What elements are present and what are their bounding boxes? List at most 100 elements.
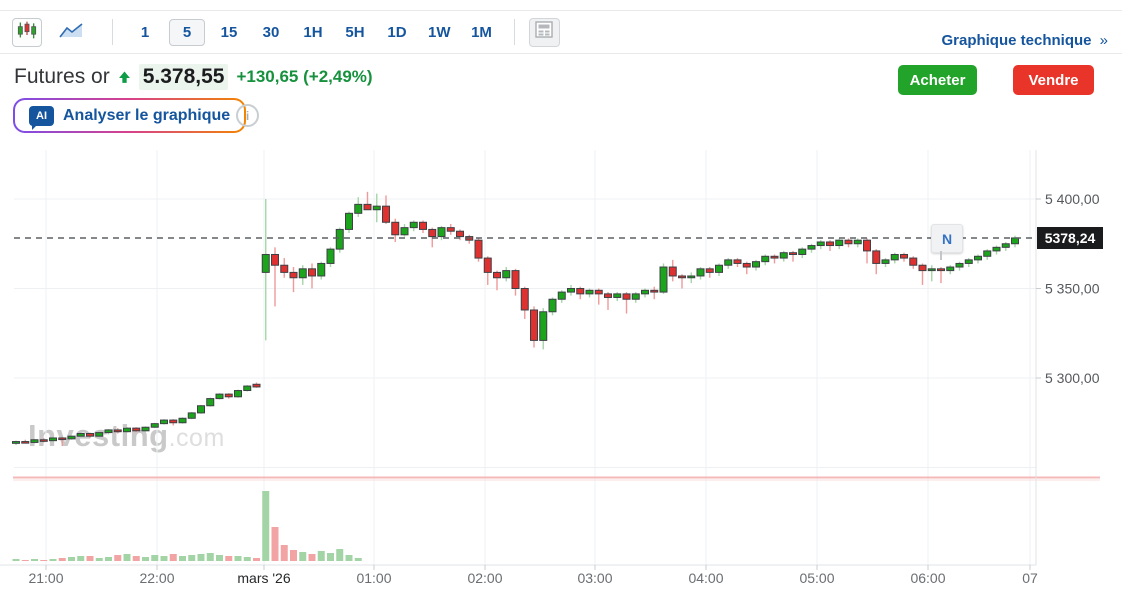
candle-body (557, 291, 566, 300)
volume-bar (77, 556, 85, 561)
info-icon[interactable]: i (236, 104, 259, 127)
candle-body (289, 271, 298, 279)
candle-body (789, 252, 797, 255)
candle-body (530, 309, 538, 341)
ai-analyze-button[interactable]: AI Analyser le graphique (13, 98, 246, 133)
buy-button[interactable]: Acheter (898, 65, 977, 95)
x-axis-label: 03:00 (577, 570, 612, 586)
candle-body (807, 245, 816, 250)
volume-bar (336, 549, 344, 561)
candle-body (21, 441, 30, 444)
candle-body (224, 393, 233, 398)
candle-body (12, 441, 20, 444)
line-chart-button[interactable] (56, 19, 86, 46)
volume-bar (299, 552, 307, 561)
candle-body (317, 262, 326, 277)
candle-body (446, 227, 455, 232)
volume-bar (354, 558, 362, 561)
volume-bar (86, 556, 94, 561)
candle-body (76, 432, 85, 437)
volume-bar (58, 558, 66, 561)
price-change: +130,65 (+2,49%) (236, 67, 373, 86)
candle-body (641, 289, 649, 295)
timeframe-1w[interactable]: 1W (428, 23, 451, 41)
sell-button[interactable]: Vendre (1013, 65, 1094, 95)
candle-body (937, 268, 945, 272)
candle-body (770, 255, 779, 259)
candle-body (604, 293, 612, 298)
timeframe-1d[interactable]: 1D (387, 23, 407, 41)
area-chart-icon (58, 20, 84, 45)
candle-body (113, 429, 122, 433)
candle-body (890, 253, 899, 261)
candle-body (927, 268, 936, 272)
timeframe-5[interactable]: 5 (169, 18, 205, 46)
volume-bar (225, 556, 233, 561)
technical-chart-link[interactable]: Graphique technique » (941, 32, 1108, 49)
candle-body (761, 255, 770, 263)
candle-body (308, 268, 316, 277)
candle-body (39, 439, 48, 442)
volume-bar (327, 553, 334, 561)
candle-body (437, 227, 446, 238)
candle-body (613, 293, 622, 298)
candle-body (261, 253, 270, 273)
candle-body (187, 412, 196, 419)
x-axis-label: 05:00 (799, 570, 834, 586)
volume-bar (160, 556, 168, 561)
news-panel-button[interactable] (528, 17, 560, 47)
candle-body (863, 239, 871, 252)
news-event-marker[interactable]: N (931, 224, 963, 260)
current-price-badge: 5378,24 (1037, 227, 1103, 249)
candlestick-chart-button[interactable] (12, 17, 42, 47)
candle-body (511, 270, 520, 290)
timeframe-5h[interactable]: 5H (345, 23, 365, 41)
candle-body (622, 293, 631, 300)
candle-body (946, 266, 955, 272)
candle-body (826, 241, 834, 247)
volume-bar (114, 555, 122, 561)
timeframe-1[interactable]: 1 (140, 23, 150, 41)
candle-body (668, 266, 677, 277)
x-axis-label: 01:00 (356, 570, 391, 586)
candle-body (733, 259, 742, 264)
candle-body (215, 393, 224, 400)
candle-body (779, 252, 788, 259)
candle-body (132, 427, 141, 432)
technical-chart-label: Graphique technique (941, 32, 1092, 49)
candle-body (650, 289, 659, 293)
volume-bar (216, 555, 223, 561)
volume-bar (188, 555, 196, 561)
candlestick-chart-icon (17, 20, 37, 45)
candle-body (400, 227, 409, 236)
candle-body (724, 259, 733, 266)
instrument-header: Futures or 5.378,55 +130,65 (+2,49%) (14, 62, 373, 92)
volume-bar (262, 491, 270, 561)
candle-body (918, 264, 927, 272)
candle-body (1001, 243, 1010, 248)
timeframe-30[interactable]: 30 (262, 23, 280, 41)
candle-body (502, 270, 511, 279)
candle-body (687, 275, 696, 279)
timeframe-1m[interactable]: 1M (471, 23, 492, 41)
arrow-up-icon (118, 71, 131, 84)
volume-bar (142, 557, 149, 561)
candle-body (123, 427, 131, 433)
last-price: 5.378,55 (138, 64, 229, 90)
candle-body (872, 250, 881, 264)
x-axis-label: 04:00 (688, 570, 723, 586)
candle-body (678, 275, 686, 279)
candle-body (169, 419, 178, 424)
x-axis-label: 22:00 (139, 570, 174, 586)
x-axis-label: 21:00 (28, 570, 63, 586)
timeframe-1h[interactable]: 1H (303, 23, 323, 41)
x-axis-label: 02:00 (467, 570, 502, 586)
volume-bar (280, 545, 288, 561)
candle-body (992, 246, 1001, 252)
timeframe-15[interactable]: 15 (220, 23, 238, 41)
toolbar-divider (112, 19, 113, 45)
candle-body (271, 253, 279, 266)
volume-bar (12, 559, 20, 561)
volume-bar (308, 554, 316, 561)
